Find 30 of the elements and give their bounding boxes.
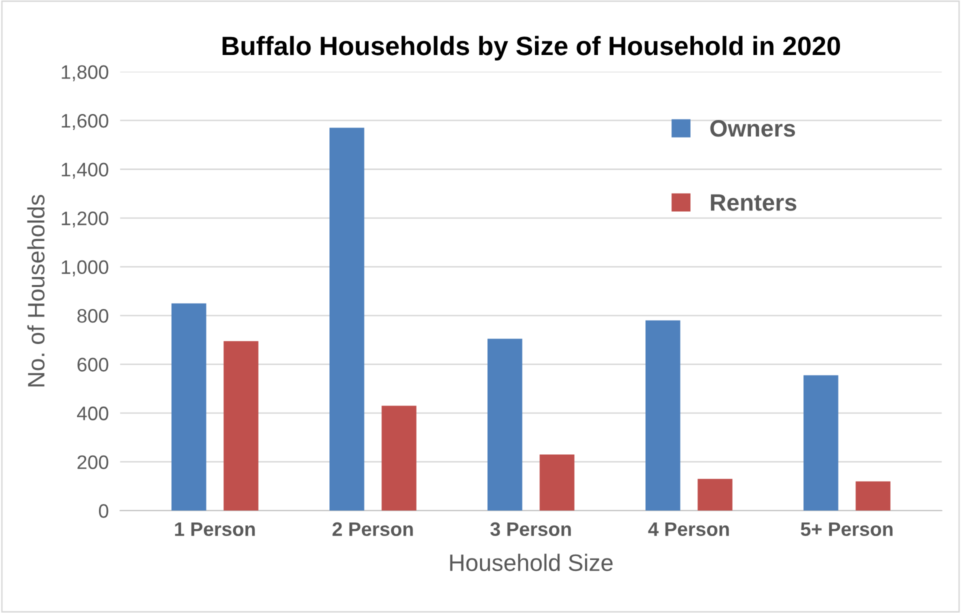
y-tick-label: 1,800: [62, 65, 108, 82]
y-tick-label: 1,200: [62, 211, 108, 228]
bar: [329, 128, 364, 511]
x-tick-label: 2 Person: [332, 522, 413, 536]
bar: [382, 406, 416, 511]
y-tick-label: 1,600: [62, 114, 108, 130]
bar: [804, 375, 838, 511]
bar: [540, 454, 574, 511]
x-tick-label: 3 Person: [490, 522, 571, 536]
y-axis-title: No. of Households: [27, 194, 45, 386]
x-axis-title: Household Size: [450, 554, 613, 572]
y-tick-label: 400: [77, 406, 108, 420]
y-tick-label: 1,000: [62, 260, 108, 276]
bar: [698, 478, 732, 511]
bar: [856, 481, 890, 511]
x-tick-label: 1 Person: [175, 522, 255, 536]
bar: [646, 320, 680, 511]
y-tick-label: 600: [78, 358, 108, 372]
bar: [171, 303, 206, 511]
x-tick-label: 4 Person: [648, 522, 729, 536]
bar: [488, 338, 522, 511]
y-tick-label: 200: [78, 455, 108, 470]
y-tick-label: 800: [77, 309, 108, 323]
y-tick-label: 0: [98, 504, 108, 518]
legend-label: Owners: [710, 120, 796, 137]
x-tick-label: 5+ Person: [800, 522, 893, 536]
legend-label: Renters: [710, 194, 796, 211]
y-tick-label: 1,400: [62, 162, 108, 179]
chart-title: Buffalo Households by Size of Household in 2020: [222, 36, 840, 61]
bar: [224, 341, 258, 511]
